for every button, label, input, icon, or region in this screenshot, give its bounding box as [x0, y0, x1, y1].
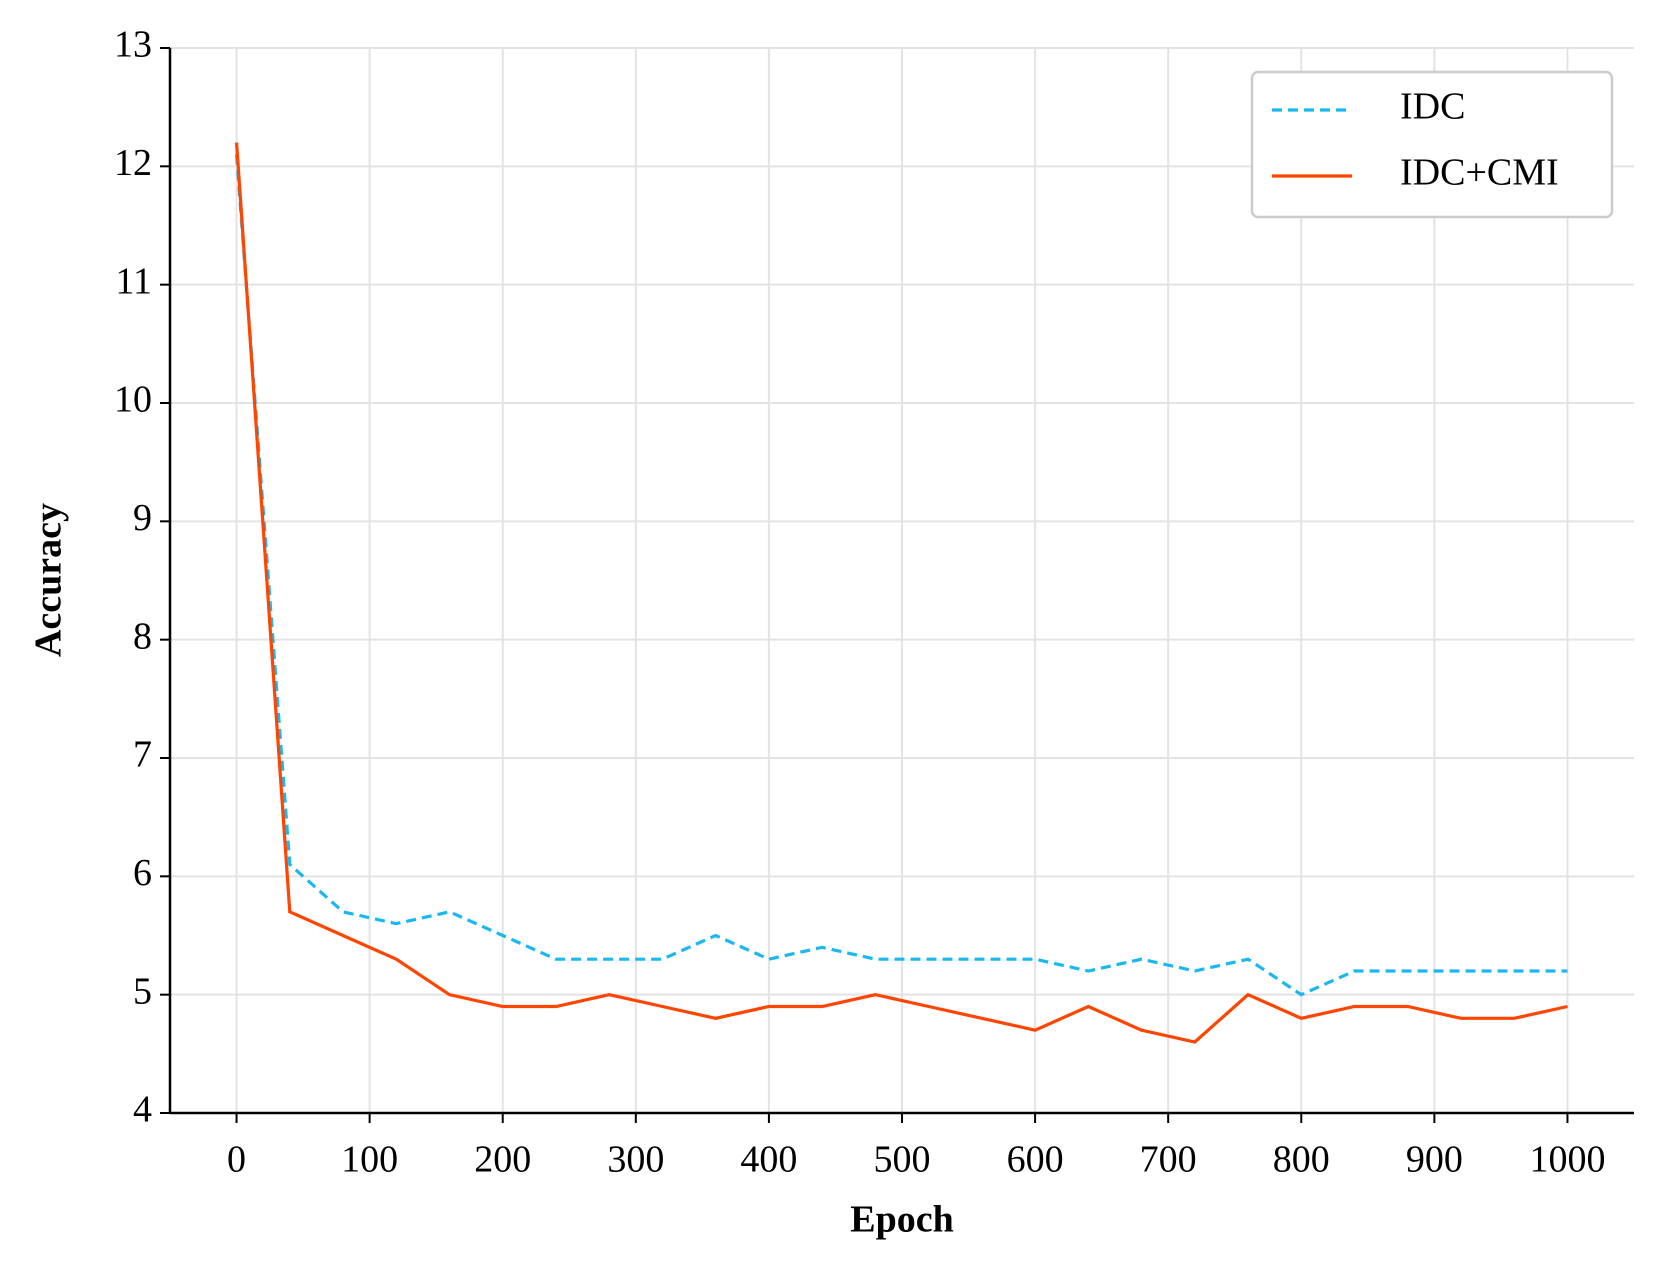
y-tick-label: 4: [133, 1089, 152, 1131]
y-tick-label: 10: [114, 379, 152, 421]
y-tick-label: 8: [133, 615, 152, 657]
legend-label: IDC+CMI: [1400, 152, 1559, 194]
y-tick-label: 13: [114, 24, 152, 66]
x-tick-label: 1000: [1529, 1139, 1605, 1181]
y-tick-label: 12: [114, 142, 152, 184]
x-tick-label: 300: [607, 1139, 664, 1181]
x-tick-label: 900: [1406, 1139, 1463, 1181]
x-tick-label: 400: [740, 1139, 797, 1181]
x-tick-label: 100: [341, 1139, 398, 1181]
x-axis-label: Epoch: [850, 1199, 953, 1241]
x-tick-label: 200: [474, 1139, 531, 1181]
x-tick-label: 800: [1273, 1139, 1330, 1181]
y-tick-label: 6: [133, 852, 152, 894]
series-line: [234, 142, 1568, 1044]
series-line: [234, 154, 1568, 997]
y-tick-label: 11: [115, 260, 152, 302]
x-tick-label: 700: [1140, 1139, 1197, 1181]
legend-box: [1250, 70, 1614, 219]
legend-label: IDC: [1400, 86, 1465, 128]
y-tick-label: 9: [133, 497, 152, 539]
x-tick-label: 600: [1007, 1139, 1064, 1181]
y-tick-label: 7: [133, 734, 152, 776]
x-tick-label: 500: [874, 1139, 931, 1181]
y-axis-label: Accuracy: [28, 503, 70, 657]
y-tick-label: 5: [133, 970, 152, 1012]
x-tick-label: 0: [227, 1139, 246, 1181]
